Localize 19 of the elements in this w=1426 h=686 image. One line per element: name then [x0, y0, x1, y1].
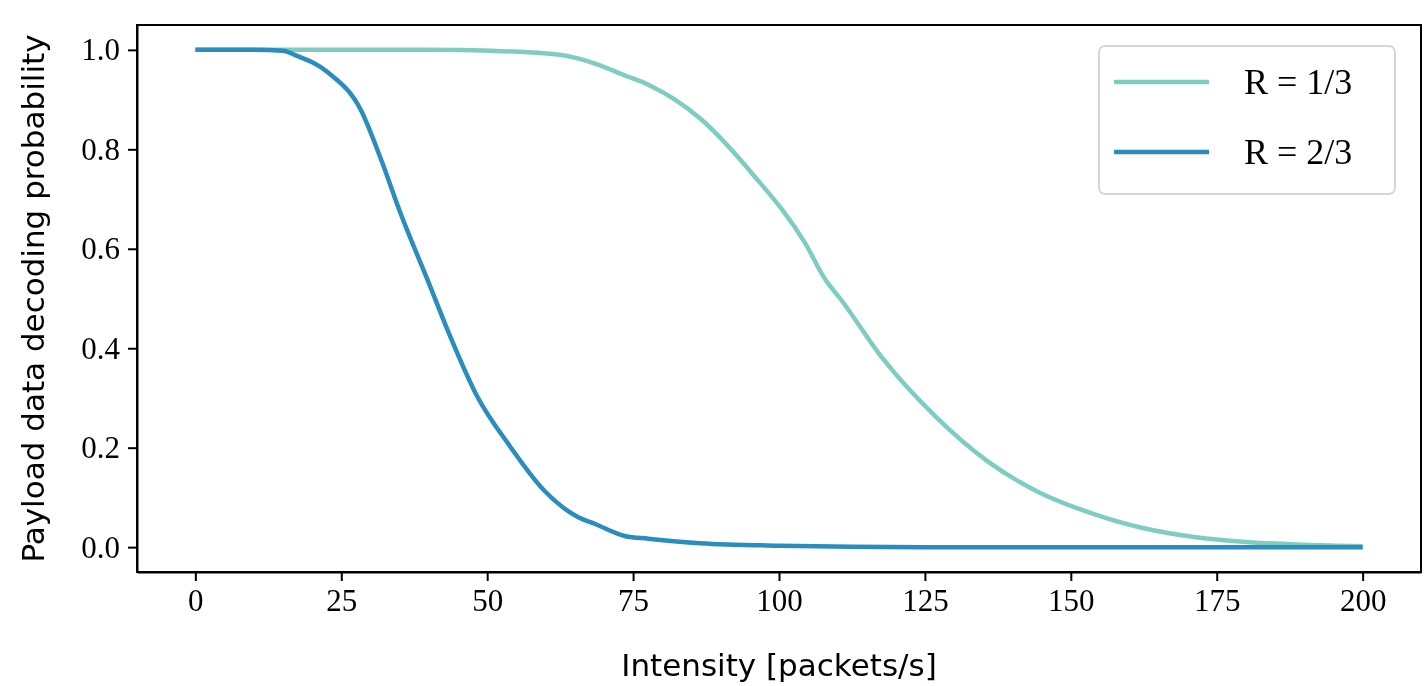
x-tick-label: 150: [1048, 583, 1095, 619]
y-tick-label: 0.0: [81, 529, 120, 565]
legend-label: R = 2/3: [1244, 132, 1353, 172]
x-tick-label: 0: [188, 583, 204, 619]
x-tick-label: 175: [1193, 583, 1241, 619]
x-tick-label: 50: [472, 583, 504, 619]
y-tick-label: 0.2: [81, 430, 120, 466]
y-axis-title: Payload data decoding probability: [15, 34, 51, 563]
legend-label: R = 1/3: [1244, 62, 1353, 102]
x-tick-label: 75: [618, 583, 650, 619]
x-tick-label: 25: [326, 583, 358, 619]
x-tick-label: 200: [1339, 583, 1387, 619]
y-tick-label: 0.8: [81, 131, 120, 167]
y-tick-label: 0.4: [81, 330, 121, 366]
x-tick-label: 100: [756, 583, 803, 619]
y-tick-label: 0.6: [81, 231, 120, 267]
x-axis-title: Intensity [packets/s]: [621, 647, 937, 683]
x-tick-label: 125: [902, 583, 949, 619]
y-tick-label: 1.0: [81, 32, 120, 68]
